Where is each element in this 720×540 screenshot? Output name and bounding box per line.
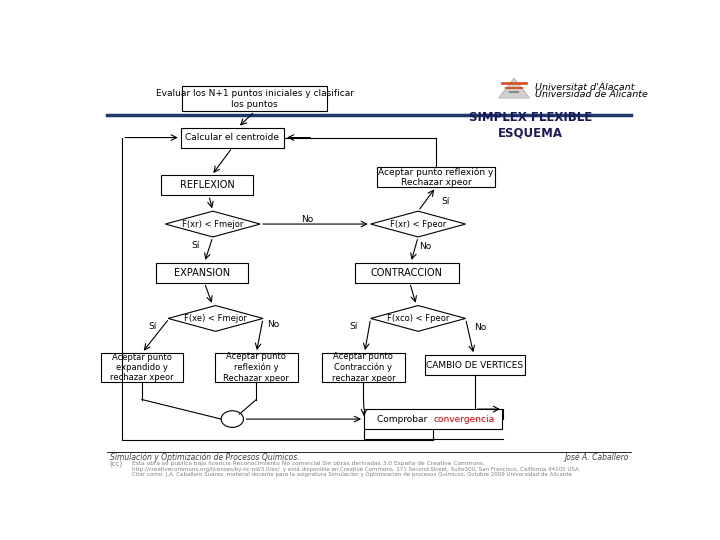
Text: No: No [302, 215, 314, 225]
Text: F(xr) < Fmejor: F(xr) < Fmejor [182, 220, 243, 228]
Polygon shape [371, 306, 466, 332]
FancyBboxPatch shape [364, 409, 503, 429]
Text: http://creativecommons.org/licenses/by-nc-nd/3.0/es/  y está disponible en Creat: http://creativecommons.org/licenses/by-n… [132, 466, 580, 472]
Text: Esta obra se publica bajo licencia Reconocimiento No comercial Sin obras derivad: Esta obra se publica bajo licencia Recon… [132, 462, 485, 467]
Text: Sí: Sí [349, 322, 358, 331]
Text: Sí: Sí [149, 322, 157, 331]
Text: SIMPLEX FLEXIBLE
ESQUEMA: SIMPLEX FLEXIBLE ESQUEMA [469, 111, 593, 139]
Text: Simulación y Optimización de Procesos Químicos.: Simulación y Optimización de Procesos Qu… [109, 452, 299, 462]
FancyBboxPatch shape [181, 127, 284, 147]
Text: REFLEXION: REFLEXION [180, 180, 235, 191]
Text: Comprobar: Comprobar [377, 415, 431, 423]
Text: CAMBIO DE VERTICES: CAMBIO DE VERTICES [426, 361, 523, 369]
Text: No: No [418, 242, 431, 252]
Text: convergencia: convergencia [433, 415, 495, 423]
FancyBboxPatch shape [426, 355, 525, 375]
Text: F(xe) < Fmejor: F(xe) < Fmejor [184, 314, 247, 323]
FancyBboxPatch shape [377, 167, 495, 187]
FancyBboxPatch shape [182, 86, 327, 111]
Text: Sí: Sí [442, 197, 450, 206]
Polygon shape [166, 211, 260, 237]
Polygon shape [498, 78, 530, 98]
Text: Aceptar punto
Contracción y
rechazar xpeor: Aceptar punto Contracción y rechazar xpe… [332, 352, 395, 383]
Text: Universidad de Alicante: Universidad de Alicante [535, 90, 647, 99]
Text: CONTRACCION: CONTRACCION [371, 268, 443, 278]
Text: (cc): (cc) [109, 461, 123, 467]
Text: Sí: Sí [192, 241, 200, 250]
FancyBboxPatch shape [322, 353, 405, 382]
Text: Calcular el centroide: Calcular el centroide [185, 133, 279, 142]
FancyBboxPatch shape [356, 263, 459, 282]
Polygon shape [371, 211, 466, 237]
Text: F(xco) < Fpeor: F(xco) < Fpeor [387, 314, 449, 323]
FancyBboxPatch shape [161, 176, 253, 195]
FancyBboxPatch shape [156, 263, 248, 282]
Text: Aceptar punto
reflexión y
Rechazar xpeor: Aceptar punto reflexión y Rechazar xpeor [223, 352, 289, 383]
Text: No: No [474, 323, 487, 332]
FancyBboxPatch shape [215, 353, 297, 382]
Text: Aceptar punto reflexión y
Rechazar xpeor: Aceptar punto reflexión y Rechazar xpeor [378, 167, 494, 187]
Text: Aceptar punto
expandido y
rechazar xpeor: Aceptar punto expandido y rechazar xpeor [110, 353, 174, 382]
Text: EXPANSION: EXPANSION [174, 268, 230, 278]
Polygon shape [168, 306, 263, 332]
Text: Evaluar los N+1 puntos iniciales y clasificar
los puntos: Evaluar los N+1 puntos iniciales y clasi… [156, 89, 354, 109]
Text: Citar como: J.A. Caballero Suárez, material docente para la asignatura Simulació: Citar como: J.A. Caballero Suárez, mater… [132, 471, 573, 477]
Text: No: No [267, 320, 279, 329]
Text: José A. Caballero: José A. Caballero [564, 452, 629, 462]
Text: F(xr) < Fpeor: F(xr) < Fpeor [390, 220, 446, 228]
FancyBboxPatch shape [101, 353, 183, 382]
Text: Universitat d'Alacant: Universitat d'Alacant [535, 83, 634, 92]
